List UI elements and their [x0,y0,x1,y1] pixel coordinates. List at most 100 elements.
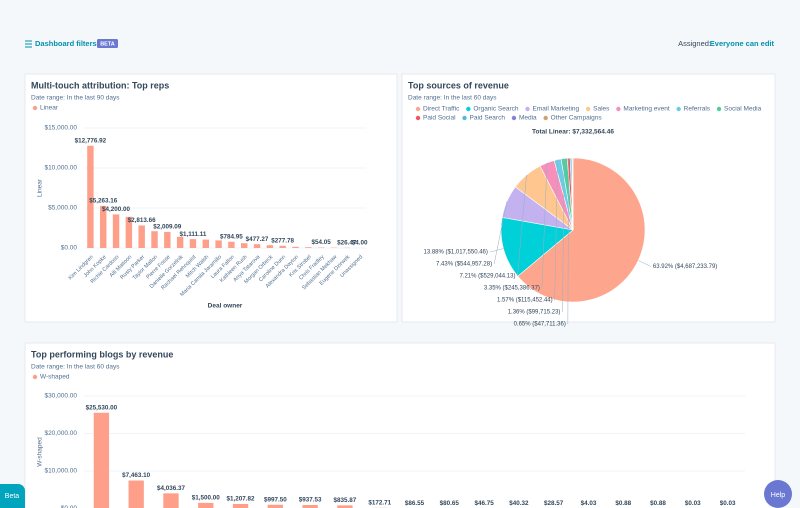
y-tick-label: $0.00 [61,245,78,252]
data-label: $1,111.11 [179,231,206,238]
y-tick-label: $5,000.00 [48,205,77,212]
bar [228,241,235,248]
leader-line [562,158,565,313]
help-button[interactable] [764,480,792,508]
legend-label: Organic Search [473,106,519,113]
filters-link[interactable]: Dashboard filters [35,39,97,48]
leader-line [554,159,558,301]
bar [87,145,94,248]
data-label: 0.65% ($47,711.36) [514,322,566,328]
leader-line [541,162,548,289]
legend-swatch [585,106,591,112]
data-label: $937.53 [299,497,322,504]
data-label: $0.03 [720,500,736,507]
x-axis-label: Deal owner [208,303,243,310]
legend-swatch [616,106,621,112]
y-tick-label: $10,000.00 [44,165,77,172]
bar [128,480,144,508]
help-button-label[interactable]: Help [771,492,786,499]
beta-button[interactable] [0,484,25,508]
bar [189,239,197,248]
charts: Multi-touch attribution: Top reps Date ra… [31,80,762,508]
beta-button-label[interactable]: Beta [5,493,20,500]
legend-swatch [32,105,38,111]
y-tick-label: $15,000.00 [44,125,77,132]
data-label: $26.47 [337,239,357,246]
pie-slice [517,157,646,303]
data-label: $0.88 [615,500,631,507]
legend-swatch [511,115,517,121]
legend-label: Paid Social [423,115,456,122]
bar [337,505,353,508]
assigned-label: Assigned: [678,39,711,48]
legend-label: Direct Traffic [423,106,460,113]
bar [163,493,179,508]
chart-title: Top sources of revenue [408,80,509,90]
legend-swatch [543,115,548,121]
legend-label: Sales [593,106,610,113]
bar [100,205,107,248]
bar [176,236,184,248]
bar [267,504,283,508]
y-tick-label: $10,000.00 [44,468,77,475]
badge-bg [97,39,118,48]
data-label: 7.43% ($544,957.28) [436,262,492,268]
y-tick-label: $30,000.00 [44,393,77,400]
y-axis-label: W-shaped [37,437,44,467]
data-label: 63.92% ($4,687,233.79) [653,264,717,270]
chart-title: Top performing blogs by revenue [31,349,173,359]
bar [198,502,214,508]
data-label: $40.32 [509,500,529,507]
data-label: $0.88 [650,500,666,507]
bar [232,503,249,508]
data-label: $25,530.00 [86,404,118,411]
data-label: $4,036.37 [157,485,186,492]
legend-label: Paid Search [470,115,506,122]
legend-label: W-shaped [40,374,70,381]
bar [202,239,209,248]
data-label: 7.21% ($529,044.13) [459,274,515,280]
data-label: $4,200.00 [102,206,131,213]
data-label: 1.57% ($115,452.44) [497,298,553,304]
data-label: $46.75 [474,500,494,507]
bar [151,231,158,248]
legend-label: Linear [40,105,59,112]
data-label: $1,500.00 [192,495,221,502]
data-label: $4.03 [581,500,597,507]
data-label: 1.36% ($99,715.23) [508,310,561,316]
leader-line [517,174,527,277]
chart-subtitle: Date range: In the last 90 days [31,95,120,102]
leader-line [567,158,569,325]
chart-subtitle: Date range: In the last 60 days [31,364,120,371]
card [24,73,398,323]
data-label: 13.88% ($1,017,550.46) [424,250,488,256]
legend-label: Email Marketing [533,106,580,113]
y-tick-label: $20,000.00 [44,430,77,437]
legend-label: Referrals [684,106,711,113]
legend-swatch [32,374,38,380]
card [24,342,776,508]
leader-line [493,201,508,265]
badge: BETA [100,41,115,47]
data-label: $2,009.09 [153,224,182,231]
legend-swatch [462,115,467,121]
leader-line [489,248,504,253]
data-label: $54.05 [312,239,332,246]
filter-icon[interactable] [25,40,32,48]
legend-label: Media [519,115,537,122]
assigned-value[interactable]: Everyone can edit [710,39,775,48]
legend-label: Marketing event [623,106,669,113]
data-label: $997.50 [264,496,287,503]
leader-line [638,260,652,267]
bar [125,216,133,248]
data-label: $12,776.92 [75,137,107,144]
bar [302,504,318,508]
bar [215,240,222,248]
legend-swatch [525,106,530,112]
legend-label: Social Media [724,106,762,113]
data-label: $86.55 [405,500,425,507]
data-label: $4.00 [352,240,368,247]
y-tick-label: $0.00 [61,505,78,508]
bar [253,244,261,248]
